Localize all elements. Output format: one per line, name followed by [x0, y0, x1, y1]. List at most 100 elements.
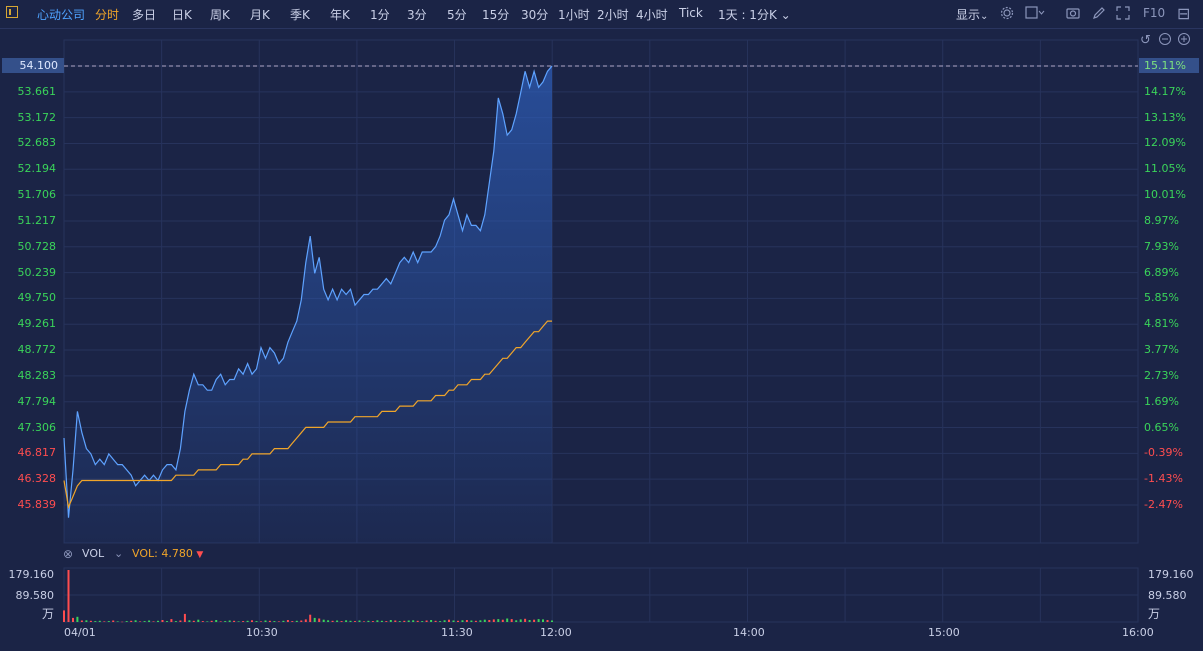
pct-tick: 7.93%: [1144, 239, 1179, 253]
price-panel-frame: [63, 39, 1139, 544]
price-line: [63, 65, 553, 518]
tab-12[interactable]: 1小时: [558, 8, 590, 22]
tab-5[interactable]: 季K: [290, 8, 310, 22]
price-tick: 47.794: [17, 394, 57, 408]
volume-bar: [152, 621, 155, 622]
price-tick: 45.839: [17, 498, 57, 511]
volume-bar: [470, 620, 473, 622]
volume-bar: [228, 620, 231, 622]
volume-bar: [327, 620, 330, 622]
volume-bar: [192, 620, 195, 622]
volume-bar: [412, 620, 415, 622]
volume-bar: [488, 620, 491, 622]
tab-10[interactable]: 15分: [482, 8, 510, 22]
tab-9[interactable]: 5分: [447, 8, 467, 22]
volume-bar: [166, 621, 168, 622]
pct-tick: 5.85%: [1144, 291, 1179, 305]
pct-tick: -0.39%: [1144, 446, 1183, 460]
volume-bar: [183, 613, 186, 622]
volume-bar: [85, 620, 88, 622]
volume-bar: [524, 618, 527, 622]
close-indicator-icon[interactable]: ⊗: [63, 547, 74, 561]
f10-button[interactable]: F10: [1143, 6, 1166, 20]
time-tick: 14:00: [733, 626, 765, 639]
settings-icon[interactable]: [1000, 6, 1014, 20]
tab-6[interactable]: 年K: [330, 8, 350, 22]
volume-bar: [528, 620, 531, 622]
volume-bar: [430, 620, 433, 622]
pct-tick: 0.65%: [1144, 420, 1179, 434]
volume-bar: [282, 620, 285, 622]
tab-3[interactable]: 周K: [210, 8, 230, 22]
volume-bar: [385, 621, 388, 622]
volume-bar: [542, 619, 544, 622]
volume-bar: [134, 620, 137, 622]
volume-bar: [63, 610, 65, 622]
volume-bar: [443, 620, 446, 622]
tab-14[interactable]: 4小时: [636, 8, 668, 22]
arrow-down-icon: ▼: [196, 550, 204, 560]
volume-bar: [174, 621, 177, 622]
volume-bar: [197, 619, 200, 622]
price-tick: 48.772: [17, 343, 57, 357]
fullscreen-icon[interactable]: [1116, 6, 1130, 20]
volume-bar: [439, 621, 442, 622]
tab-15[interactable]: Tick: [679, 6, 703, 20]
tab-8[interactable]: 3分: [407, 8, 427, 22]
time-tick: 04/01: [64, 626, 96, 639]
volume-bar: [112, 620, 115, 622]
volume-bar: [103, 621, 106, 622]
time-tick: 16:00: [1122, 626, 1154, 639]
volume-bar: [242, 621, 245, 622]
price-tick: 50.239: [17, 265, 57, 279]
stock-name[interactable]: 心动公司: [37, 8, 86, 22]
reset-icon[interactable]: ↺: [1140, 33, 1151, 48]
volume-bar: [116, 621, 119, 622]
volume-bar: [157, 620, 159, 622]
tab-2[interactable]: 日K: [172, 8, 192, 22]
volume-tick: 179.160: [1148, 568, 1194, 581]
volume-bar: [515, 620, 518, 622]
volume-bar: [318, 618, 321, 622]
layout-select-icon[interactable]: [1025, 6, 1045, 20]
period-select[interactable]: 1天 : 1分K ⌄: [718, 8, 791, 22]
volume-bar: [340, 621, 343, 622]
volume-bar: [291, 621, 294, 622]
volume-bar: [551, 620, 553, 622]
chevron-down-icon[interactable]: ⌄: [114, 547, 124, 560]
zoom-out-icon[interactable]: [1159, 33, 1171, 45]
time-tick: 15:00: [928, 626, 960, 639]
volume-bar: [188, 620, 191, 622]
tab-0[interactable]: 分时: [95, 8, 120, 22]
camera-icon[interactable]: [1066, 6, 1080, 20]
volume-bar: [452, 620, 455, 622]
volume-bars: [63, 570, 553, 623]
tab-1[interactable]: 多日: [132, 8, 157, 22]
volume-bar: [389, 620, 392, 622]
display-menu[interactable]: 显示⌄: [956, 8, 989, 22]
volume-tick: 89.580: [1148, 589, 1187, 602]
tab-11[interactable]: 30分: [521, 8, 549, 22]
time-tick: 10:30: [246, 626, 278, 639]
volume-bar: [354, 621, 356, 622]
price-tick: 48.283: [17, 368, 57, 382]
volume-bar: [380, 620, 383, 622]
vol-indicator-name[interactable]: VOL: [82, 547, 105, 560]
tab-7[interactable]: 1分: [370, 8, 390, 22]
side-panel-icon[interactable]: ⊟: [1177, 4, 1191, 23]
price-tick: 47.306: [17, 420, 57, 434]
volume-bar: [80, 620, 83, 622]
pct-tick: -2.47%: [1144, 498, 1183, 511]
volume-bar: [322, 619, 325, 622]
price-tick: 53.661: [17, 84, 57, 98]
draw-pen-icon[interactable]: [1092, 6, 1106, 20]
tab-13[interactable]: 2小时: [597, 8, 629, 22]
volume-bar: [533, 619, 536, 622]
price-tick: 53.172: [17, 110, 57, 124]
panel-toggle-icon[interactable]: [6, 6, 18, 18]
volume-bar: [457, 620, 459, 622]
zoom-in-icon[interactable]: [1178, 33, 1190, 45]
volume-bar: [474, 620, 477, 622]
tab-4[interactable]: 月K: [250, 8, 270, 22]
